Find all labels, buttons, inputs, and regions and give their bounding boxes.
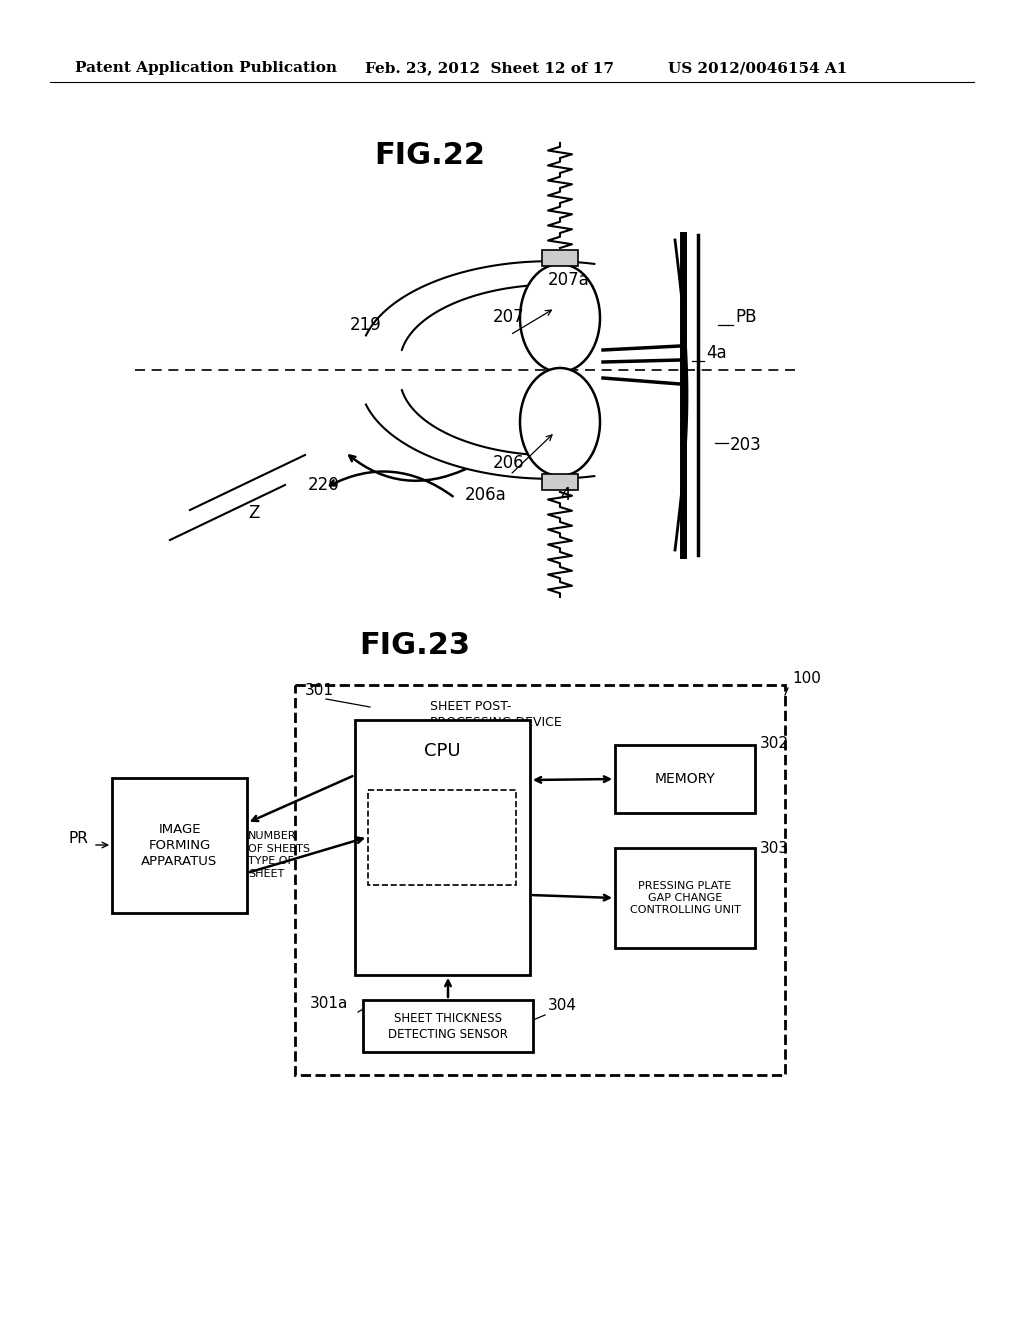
- Text: 100: 100: [792, 671, 821, 686]
- Text: SHEET THICKNESS
DETECTING SENSOR: SHEET THICKNESS DETECTING SENSOR: [388, 1011, 508, 1040]
- FancyBboxPatch shape: [615, 744, 755, 813]
- Text: FIG.23: FIG.23: [359, 631, 470, 660]
- FancyBboxPatch shape: [542, 249, 578, 267]
- Text: 303: 303: [760, 841, 790, 855]
- Text: MEMORY: MEMORY: [654, 772, 716, 785]
- Text: 206a: 206a: [465, 486, 507, 504]
- Text: FIG.22: FIG.22: [375, 140, 485, 169]
- Text: 4a: 4a: [706, 345, 727, 362]
- Text: 301a: 301a: [310, 997, 348, 1011]
- Text: 304: 304: [548, 998, 577, 1012]
- Text: 206: 206: [493, 454, 524, 473]
- Text: SHEET POST-
PROCESSING DEVICE: SHEET POST- PROCESSING DEVICE: [430, 700, 562, 729]
- FancyBboxPatch shape: [355, 719, 530, 975]
- Text: Patent Application Publication: Patent Application Publication: [75, 61, 337, 75]
- Text: IMAGE
FORMING
APPARATUS: IMAGE FORMING APPARATUS: [141, 822, 218, 869]
- Text: PRESSING PLATE
GAP CHANGE
CONTROLLING UNIT: PRESSING PLATE GAP CHANGE CONTROLLING UN…: [630, 880, 740, 915]
- FancyBboxPatch shape: [368, 789, 516, 884]
- Text: 302: 302: [760, 737, 790, 751]
- Text: 207a: 207a: [548, 271, 590, 289]
- Text: PR: PR: [69, 832, 88, 846]
- Text: 219: 219: [350, 315, 382, 334]
- FancyBboxPatch shape: [295, 685, 785, 1074]
- Text: Z: Z: [248, 504, 259, 521]
- Text: 4: 4: [560, 486, 570, 504]
- Text: NUMBER
OF SHEETS
TYPE OF
SHEET: NUMBER OF SHEETS TYPE OF SHEET: [248, 832, 310, 879]
- Text: COMMU-
NICATION
UNIT: COMMU- NICATION UNIT: [412, 814, 472, 861]
- Text: 207: 207: [493, 308, 524, 326]
- Text: PB: PB: [735, 308, 757, 326]
- Text: 301: 301: [305, 682, 334, 698]
- Text: 220: 220: [308, 477, 340, 494]
- Ellipse shape: [520, 368, 600, 477]
- FancyBboxPatch shape: [362, 1001, 534, 1052]
- Text: 203: 203: [730, 436, 762, 454]
- FancyBboxPatch shape: [112, 777, 247, 913]
- Ellipse shape: [520, 264, 600, 372]
- FancyBboxPatch shape: [615, 847, 755, 948]
- Text: Feb. 23, 2012  Sheet 12 of 17: Feb. 23, 2012 Sheet 12 of 17: [365, 61, 614, 75]
- Text: CPU: CPU: [424, 742, 461, 760]
- FancyBboxPatch shape: [542, 474, 578, 490]
- Text: US 2012/0046154 A1: US 2012/0046154 A1: [668, 61, 848, 75]
